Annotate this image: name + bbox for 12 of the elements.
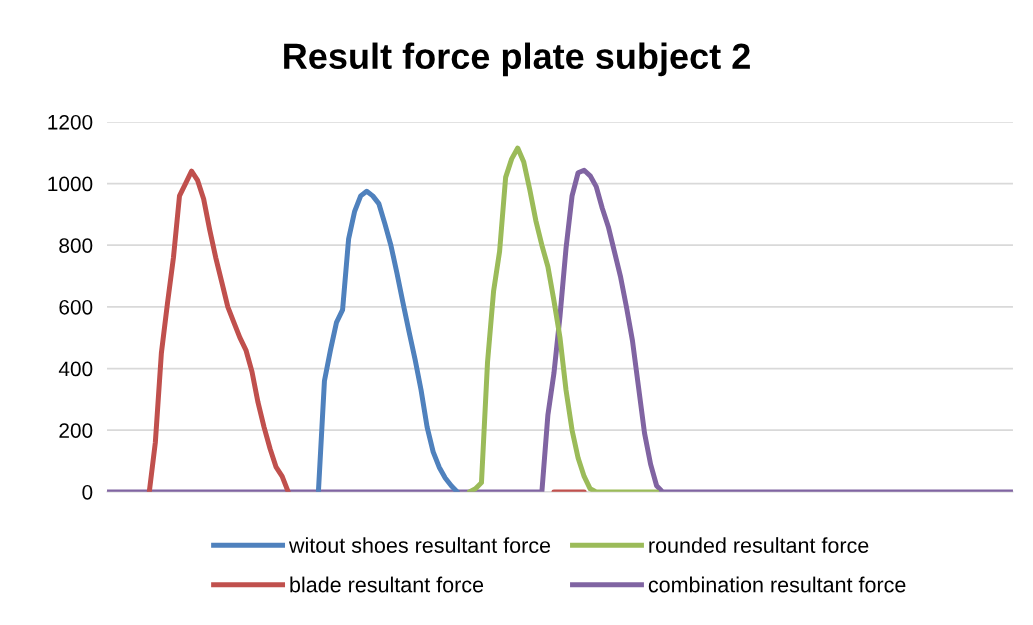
legend-label: combination resultant force — [648, 576, 906, 593]
y-tick-label: 200 — [59, 423, 93, 438]
y-tick-label: 1000 — [48, 176, 93, 192]
y-tick-label: 600 — [59, 299, 93, 315]
y-tick-label: 800 — [59, 238, 93, 253]
y-tick-label: 1200 — [48, 114, 93, 130]
legend-label: witout shoes resultant force — [288, 537, 551, 553]
legend-label: rounded resultant force — [649, 537, 869, 553]
y-tick-label: 0 — [82, 484, 93, 500]
chart-title: Result force plate subject 2 — [284, 42, 750, 77]
y-tick-label: 400 — [58, 361, 93, 377]
legend-label: blade resultant force — [290, 576, 484, 593]
